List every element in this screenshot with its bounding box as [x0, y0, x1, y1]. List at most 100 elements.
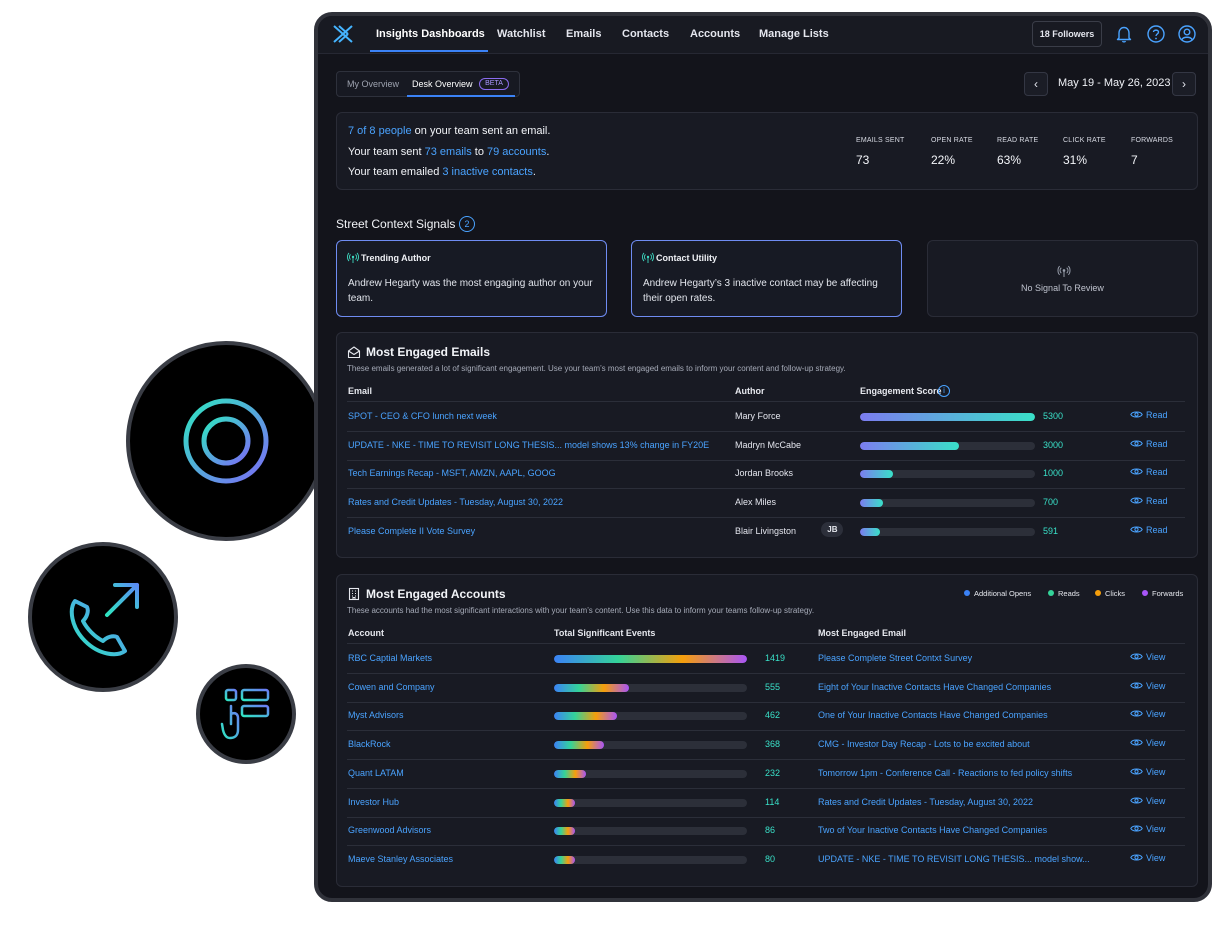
legend-additional-opens: Additional Opens — [964, 589, 1031, 598]
info-icon[interactable]: i — [938, 385, 950, 397]
tab-my-overview[interactable]: My Overview — [347, 79, 400, 89]
view-button[interactable]: View — [1130, 853, 1165, 863]
most-engaged-email-link[interactable]: One of Your Inactive Contacts Have Chang… — [818, 710, 1048, 721]
account-link[interactable]: Cowen and Company — [348, 681, 435, 692]
top-nav: Insights Dashboards Watchlist Emails Con… — [318, 16, 1208, 54]
account-link[interactable]: Investor Hub — [348, 796, 400, 807]
broadcast-icon — [1057, 265, 1071, 277]
legend-dot — [1142, 590, 1148, 596]
legend-dot — [1095, 590, 1101, 596]
signal-card-trending-author[interactable]: Trending Author Andrew Hegarty was the m… — [336, 240, 607, 317]
summary-text: to — [471, 146, 488, 158]
bell-icon[interactable] — [1114, 24, 1134, 44]
stat-value-emails-sent: 73 — [856, 153, 870, 167]
inactive-contacts-link[interactable]: 3 inactive contacts — [442, 166, 533, 178]
account-link[interactable]: Greenwood Advisors — [348, 825, 432, 836]
events-bar-track — [554, 712, 747, 721]
view-button[interactable]: View — [1130, 824, 1165, 834]
email-link[interactable]: Tech Earnings Recap - MSFT, AMZN, AAPL, … — [348, 468, 556, 479]
most-engaged-email-link[interactable]: Please Complete Street Contxt Survey — [818, 653, 973, 663]
account-link[interactable]: Quant LATAM — [348, 767, 404, 778]
nav-manage-lists[interactable]: Manage Lists — [759, 28, 829, 40]
date-range: May 19 - May 26, 2023 — [1058, 77, 1171, 89]
user-icon[interactable] — [1177, 24, 1197, 44]
most-engaged-email-link[interactable]: UPDATE - NKE - TIME TO REVISIT LONG THES… — [818, 853, 1090, 864]
nav-active-indicator — [370, 50, 488, 52]
accounts-title: Most Engaged Accounts — [366, 587, 506, 601]
view-button[interactable]: View — [1130, 681, 1165, 691]
col-most-engaged-email: Most Engaged Email — [818, 628, 907, 638]
people-link[interactable]: 7 of 8 people — [348, 125, 412, 137]
engagement-bar-track — [860, 413, 1035, 421]
most-engaged-email-link[interactable]: Rates and Credit Updates - Tuesday, Augu… — [818, 796, 1033, 807]
view-button[interactable]: View — [1130, 652, 1165, 662]
stat-label-open-rate: OPEN RATE — [931, 137, 973, 144]
email-link[interactable]: Please Complete II Vote Survey — [348, 525, 476, 536]
view-button[interactable]: View — [1130, 767, 1165, 777]
signal-title: Trending Author — [361, 253, 431, 263]
email-link[interactable]: Rates and Credit Updates - Tuesday, Augu… — [348, 497, 563, 508]
summary-text: Your team sent — [348, 146, 425, 158]
table-row: UPDATE - NKE - TIME TO REVISIT LONG THES… — [347, 432, 1185, 461]
read-button[interactable]: Read — [1130, 496, 1168, 506]
email-link[interactable]: SPOT - CEO & CFO lunch next week — [348, 411, 497, 421]
events-count: 462 — [765, 710, 781, 721]
engagement-score: 1000 — [1043, 468, 1064, 479]
prev-week-button[interactable]: ‹ — [1024, 72, 1048, 96]
nav-insights-dashboards[interactable]: Insights Dashboards — [376, 28, 485, 40]
followers-button[interactable]: 18 Followers — [1032, 21, 1102, 47]
summary-text: . — [546, 146, 550, 158]
read-button[interactable]: Read — [1130, 439, 1168, 449]
view-button[interactable]: View — [1130, 738, 1165, 748]
view-label: View — [1146, 766, 1166, 777]
email-link[interactable]: UPDATE - NKE - TIME TO REVISIT LONG THES… — [348, 439, 710, 450]
engaged-emails-panel: Most Engaged Emails These emails generat… — [336, 332, 1198, 558]
most-engaged-email-link[interactable]: Eight of Your Inactive Contacts Have Cha… — [818, 681, 1052, 692]
help-icon[interactable] — [1146, 24, 1166, 44]
mail-open-icon — [347, 346, 361, 359]
nav-contacts[interactable]: Contacts — [622, 28, 670, 40]
engagement-bar-track — [860, 527, 1035, 536]
col-author: Author — [735, 386, 765, 396]
tab-desk-overview[interactable]: Desk Overview — [412, 79, 473, 89]
read-button[interactable]: Read — [1130, 467, 1168, 477]
accounts-link[interactable]: 79 accounts — [487, 146, 547, 158]
account-link[interactable]: RBC Captial Markets — [348, 653, 433, 663]
view-button[interactable]: View — [1130, 709, 1165, 719]
legend-label: Additional Opens — [974, 589, 1032, 598]
nav-watchlist[interactable]: Watchlist — [497, 28, 546, 40]
divider — [347, 459, 1185, 461]
touch-circle — [196, 664, 296, 764]
most-engaged-email-link[interactable]: Two of Your Inactive Contacts Have Chang… — [818, 825, 1048, 836]
broadcast-icon — [642, 252, 654, 263]
account-link[interactable]: Maeve Stanley Associates — [348, 853, 454, 864]
legend-reads: Reads — [1048, 589, 1080, 598]
most-engaged-email-link[interactable]: CMG - Investor Day Recap - Lots to be ex… — [818, 739, 1030, 750]
no-signal-text: No Signal To Review — [1021, 283, 1104, 293]
accounts-description: These accounts had the most significant … — [347, 606, 815, 615]
view-button[interactable]: View — [1130, 796, 1165, 806]
initials-badge: JB — [821, 521, 844, 537]
account-link[interactable]: BlackRock — [348, 739, 391, 750]
events-bar-track — [554, 769, 747, 778]
eye-icon — [1130, 710, 1143, 717]
events-count: 1419 — [765, 653, 786, 663]
col-email: Email — [348, 386, 373, 396]
legend-label: Forwards — [1152, 589, 1184, 598]
signal-card-contact-utility[interactable]: Contact Utility Andrew Hegarty’s 3 inact… — [631, 240, 902, 317]
tab-active-indicator — [407, 95, 515, 97]
nav-emails[interactable]: Emails — [566, 28, 602, 40]
phone-outgoing-icon — [69, 583, 139, 657]
engagement-score: 700 — [1043, 497, 1059, 508]
summary-line-1: 7 of 8 people on your team sent an email… — [348, 125, 550, 137]
emails-link[interactable]: 73 emails — [424, 146, 472, 158]
read-button[interactable]: Read — [1130, 525, 1168, 535]
author-name: Mary Force — [735, 411, 781, 421]
nav-accounts[interactable]: Accounts — [690, 28, 741, 40]
next-week-button[interactable]: › — [1172, 72, 1196, 96]
account-link[interactable]: Myst Advisors — [348, 710, 404, 721]
events-bar — [554, 855, 576, 864]
read-button[interactable]: Read — [1130, 410, 1168, 420]
most-engaged-email-link[interactable]: Tomorrow 1pm - Conference Call - Reactio… — [818, 767, 1073, 778]
events-bar — [554, 769, 586, 778]
